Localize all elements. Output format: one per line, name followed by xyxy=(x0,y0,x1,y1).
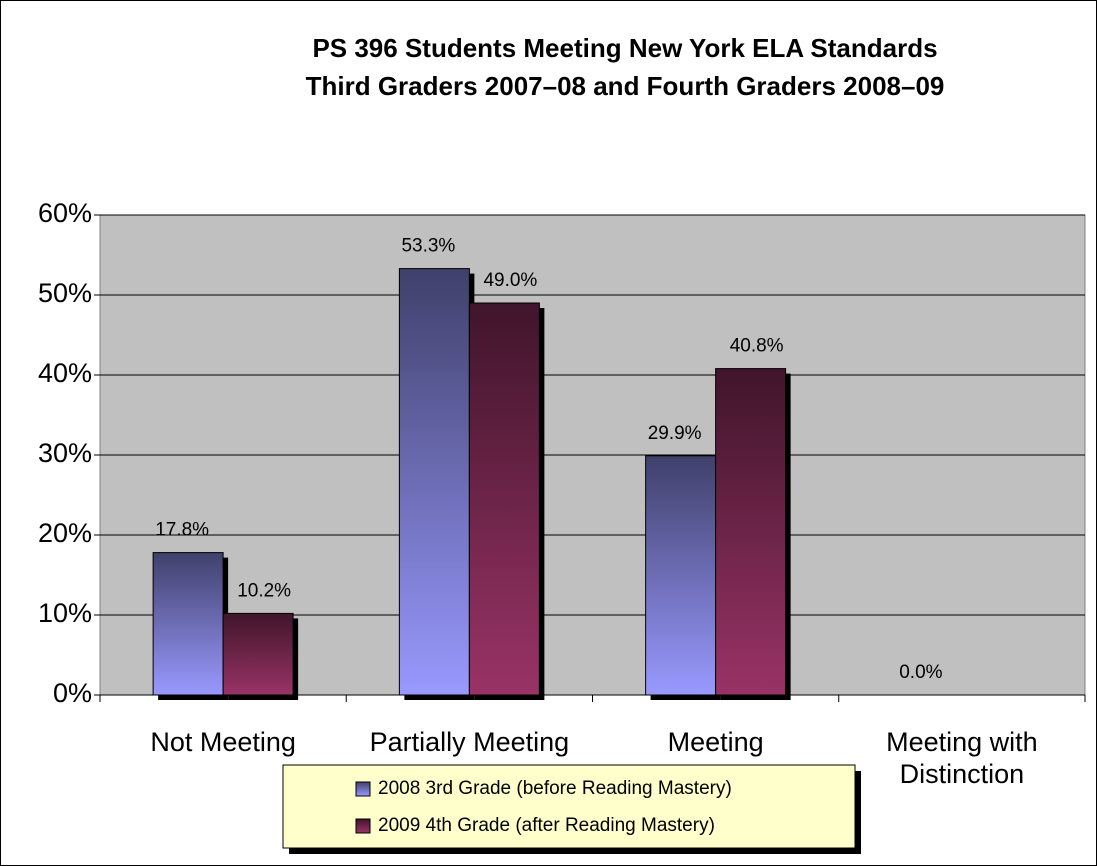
y-tick-label: 40% xyxy=(38,358,92,388)
y-tick-label: 50% xyxy=(38,278,92,308)
legend-label: 2008 3rd Grade (before Reading Mastery) xyxy=(378,778,732,799)
data-label: 49.0% xyxy=(483,270,537,291)
data-label: 40.8% xyxy=(730,336,784,357)
chart-title: PS 396 Students Meeting New York ELA Sta… xyxy=(312,33,937,63)
y-tick-label: 20% xyxy=(38,518,92,548)
x-tick-label: Partially Meeting xyxy=(369,727,570,757)
bar xyxy=(222,612,294,696)
x-tick-label: Meeting xyxy=(667,727,764,757)
data-label: 53.3% xyxy=(401,236,455,257)
y-tick-label: 0% xyxy=(53,678,92,708)
bar xyxy=(645,455,717,696)
y-tick-label: 30% xyxy=(38,438,92,468)
data-label: 10.2% xyxy=(237,580,291,601)
y-tick-label: 10% xyxy=(38,598,92,628)
legend-swatch xyxy=(355,818,371,834)
data-label: 17.8% xyxy=(155,520,209,541)
bar xyxy=(468,302,540,696)
legend-label: 2009 4th Grade (after Reading Mastery) xyxy=(378,815,715,836)
chart-title: Third Graders 2007–08 and Fourth Graders… xyxy=(306,71,945,101)
x-tick-label: Meeting with Distinction xyxy=(886,727,1038,789)
bar xyxy=(152,552,224,696)
y-tick-label: 60% xyxy=(38,198,92,228)
bar xyxy=(715,368,787,696)
legend xyxy=(282,764,856,849)
x-tick-label: Not Meeting xyxy=(150,727,296,757)
data-label: 29.9% xyxy=(648,423,702,444)
bar xyxy=(398,268,470,696)
legend-swatch xyxy=(355,781,371,797)
data-label: 0.0% xyxy=(899,662,942,683)
